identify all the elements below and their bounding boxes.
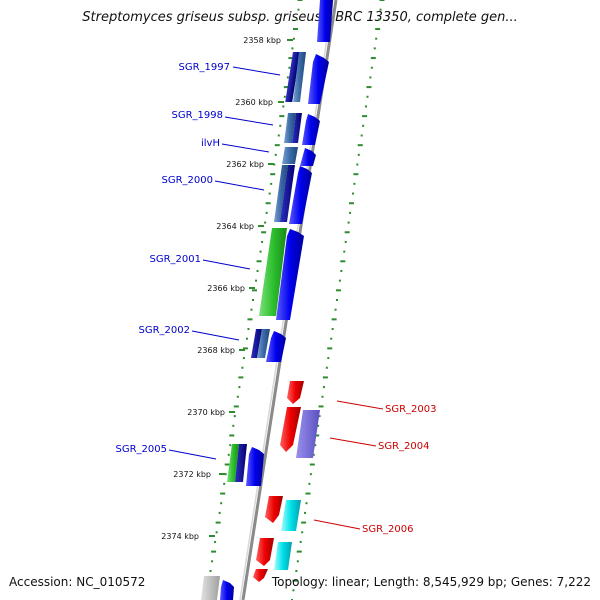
gene-arrow[interactable] (265, 496, 283, 523)
gene-label-sgr-2006[interactable]: SGR_2006 (362, 524, 414, 535)
track-lines (205, 0, 385, 600)
gene-label-sgr-2005[interactable]: SGR_2005 (116, 444, 168, 455)
label-leader (191, 330, 240, 341)
gene-arrow[interactable] (280, 407, 301, 452)
ruler-label: 2366 kbp (207, 284, 245, 293)
gene-block[interactable] (201, 576, 220, 600)
label-leader (313, 519, 361, 530)
ruler-label: 2368 kbp (197, 346, 235, 355)
ruler-label: 2358 kbp (243, 36, 281, 45)
label-leader (214, 180, 265, 191)
ruler: 2358 kbp 2360 kbp 2362 kbp 2364 kbp 2366… (161, 36, 293, 541)
gene-arrow[interactable] (300, 148, 316, 166)
label-leader (232, 66, 281, 76)
gene-label-sgr-1998[interactable]: SGR_1998 (172, 110, 224, 121)
label-leader (336, 400, 384, 410)
labels-left: SGR_1997 SGR_1998 ilvH SGR_2000 SGR_2001… (116, 62, 281, 460)
gene-block[interactable] (274, 165, 288, 222)
gene-label-sgr-2000[interactable]: SGR_2000 (162, 175, 214, 186)
gene-arrow[interactable] (220, 580, 234, 600)
gene-arrow[interactable] (287, 381, 304, 404)
gene-block[interactable] (296, 410, 320, 458)
gene-arrow[interactable] (266, 331, 286, 362)
label-leader (224, 116, 274, 126)
gene-arrow[interactable] (302, 114, 320, 145)
accession-text: Accession: NC_010572 (9, 575, 146, 589)
genes (201, 0, 333, 600)
labels-right: SGR_2003 SGR_2004 SGR_2006 (313, 400, 437, 535)
label-leader (329, 437, 377, 447)
gene-label-sgr-2002[interactable]: SGR_2002 (139, 325, 191, 336)
gene-block[interactable] (235, 444, 247, 482)
summary-text: Topology: linear; Length: 8,545,929 bp; … (271, 575, 591, 589)
ruler-label: 2364 kbp (216, 222, 254, 231)
gene-arrow[interactable] (289, 166, 312, 224)
gene-block[interactable] (259, 228, 287, 316)
gene-block[interactable] (274, 542, 292, 570)
ruler-label: 2360 kbp (235, 98, 273, 107)
gene-arrow[interactable] (317, 0, 333, 42)
gene-block[interactable] (293, 52, 306, 102)
gene-block[interactable] (280, 165, 295, 222)
gene-block[interactable] (281, 500, 301, 531)
label-leader (221, 143, 270, 153)
gene-label-sgr-2003[interactable]: SGR_2003 (385, 404, 437, 415)
ruler-label: 2374 kbp (161, 532, 199, 541)
label-leader (168, 449, 217, 460)
gene-block[interactable] (251, 329, 262, 358)
gene-block[interactable] (282, 147, 298, 164)
gene-arrow[interactable] (276, 229, 304, 320)
gene-label-sgr-2004[interactable]: SGR_2004 (378, 441, 430, 452)
gene-label-sgr-2001[interactable]: SGR_2001 (150, 254, 202, 265)
gene-label-sgr-1997[interactable]: SGR_1997 (179, 62, 231, 73)
gene-arrow[interactable] (246, 447, 264, 486)
ruler-label: 2362 kbp (226, 160, 264, 169)
label-leader (202, 259, 251, 270)
gene-arrow[interactable] (253, 569, 268, 582)
gene-arrow[interactable] (308, 54, 329, 104)
ruler-label: 2370 kbp (187, 408, 225, 417)
gene-arrow[interactable] (256, 538, 274, 566)
gene-block[interactable] (285, 52, 300, 102)
gene-label-ilvh[interactable]: ilvH (201, 138, 220, 149)
gene-block[interactable] (292, 113, 302, 143)
map-title: Streptomyces griseus subsp. griseus NBRC… (82, 10, 518, 25)
gene-block[interactable] (257, 329, 270, 358)
ruler-label: 2372 kbp (173, 470, 211, 479)
